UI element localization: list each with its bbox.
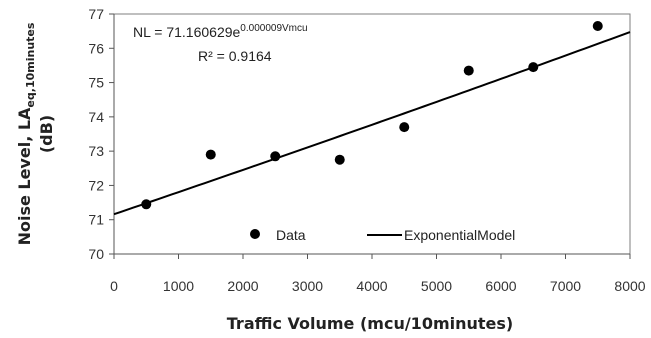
data-point	[463, 65, 474, 76]
legend-model-label: ExponentialModel	[404, 227, 515, 243]
data-point	[270, 151, 281, 162]
equation-exponent: 0.000009Vmcu	[240, 23, 307, 34]
x-tick-label: 4000	[356, 278, 387, 294]
y-axis-title: Noise Level, LAeq,10minutes	[15, 22, 37, 245]
y-tick-label: 73	[88, 143, 104, 159]
x-tick-group: 0 1000 2000 3000 4000 5000 6000 7000 8000	[110, 254, 646, 294]
legend-data-marker	[250, 229, 260, 239]
y-tick-label: 71	[88, 212, 104, 228]
x-tick-label: 0	[110, 278, 118, 294]
x-tick-label: 6000	[485, 278, 516, 294]
x-tick-label: 8000	[614, 278, 645, 294]
legend-data-label: Data	[276, 227, 306, 243]
y-tick-label: 76	[88, 40, 104, 56]
data-point	[528, 62, 539, 73]
x-tick-label: 1000	[163, 278, 194, 294]
x-tick-label: 2000	[227, 278, 258, 294]
data-point	[592, 21, 603, 31]
x-axis-title: Traffic Volume (mcu/10minutes)	[227, 314, 513, 333]
x-tick-label: 7000	[550, 278, 581, 294]
y-axis-unit: (dB)	[37, 115, 56, 153]
r-squared-label: R² = 0.9164	[198, 48, 272, 64]
data-points	[141, 21, 603, 210]
x-tick-label: 3000	[292, 278, 323, 294]
data-point	[205, 149, 216, 160]
y-axis-title-main: Noise Level, LA	[15, 107, 34, 245]
legend: Data ExponentialModel	[250, 227, 515, 243]
y-tick-label: 75	[88, 75, 104, 91]
data-point	[141, 199, 152, 210]
equation-label: NL = 71.160629e0.000009Vmcu	[133, 23, 308, 40]
data-point	[334, 154, 345, 165]
y-tick-label: 77	[88, 6, 104, 22]
y-axis-title-subscript: eq,10minutes	[24, 22, 37, 107]
data-point	[399, 122, 410, 133]
y-tick-group: 70 71 72 73 74 75 76 77	[88, 6, 114, 262]
x-tick-label: 5000	[421, 278, 452, 294]
y-tick-label: 70	[88, 246, 104, 262]
exponential-model-line	[113, 31, 631, 216]
y-tick-label: 72	[88, 177, 104, 193]
equation-prefix: NL = 71.160629e	[133, 24, 241, 40]
y-tick-label: 74	[88, 109, 104, 125]
